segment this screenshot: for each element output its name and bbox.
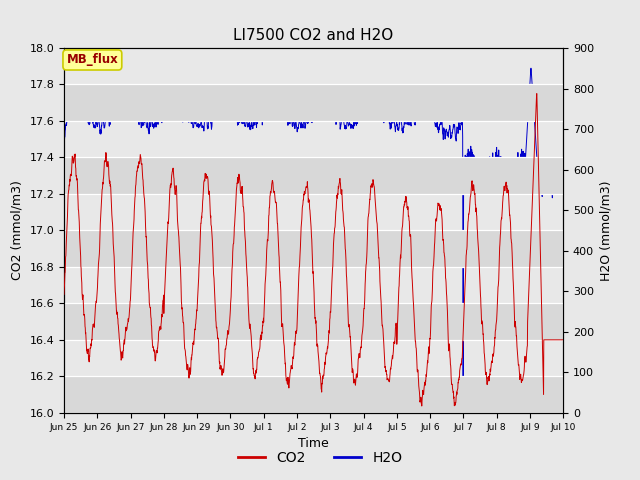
- Legend: CO2, H2O: CO2, H2O: [232, 445, 408, 471]
- X-axis label: Time: Time: [298, 437, 329, 450]
- Y-axis label: H2O (mmol/m3): H2O (mmol/m3): [600, 180, 612, 281]
- Title: LI7500 CO2 and H2O: LI7500 CO2 and H2O: [234, 28, 394, 43]
- Y-axis label: CO2 (mmol/m3): CO2 (mmol/m3): [11, 180, 24, 280]
- Bar: [64, 303, 563, 340]
- Text: MB_flux: MB_flux: [67, 53, 118, 66]
- Bar: [64, 84, 563, 121]
- Bar: [64, 157, 563, 194]
- Bar: [64, 230, 563, 267]
- Bar: [64, 376, 563, 413]
